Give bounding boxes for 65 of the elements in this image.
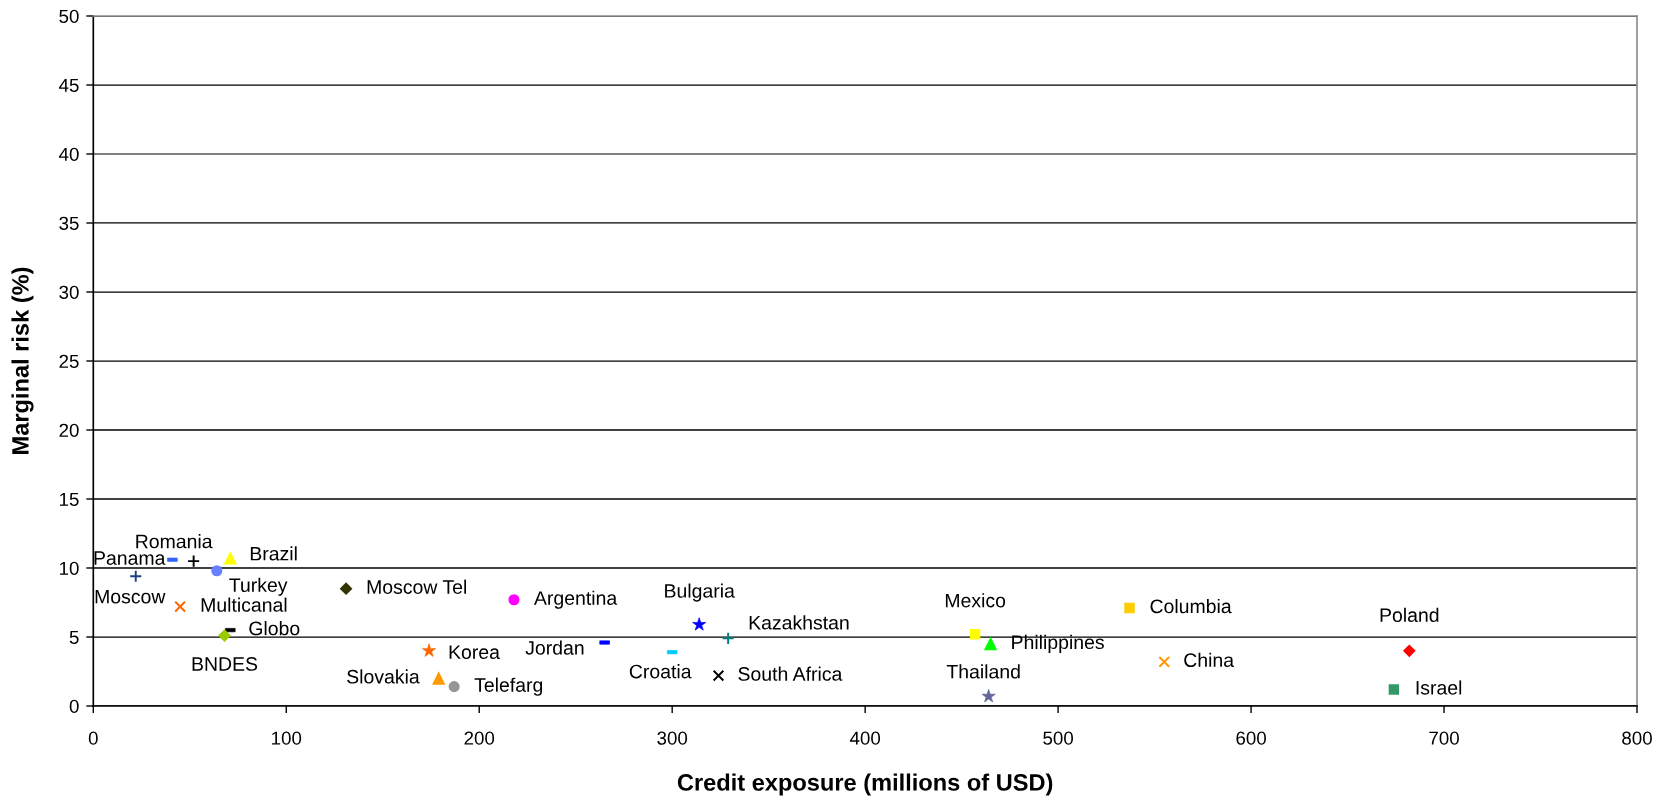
point [1124,602,1135,614]
y-tick-label: 50 [59,9,79,23]
x-tick-label: 600 [1236,731,1266,745]
point [969,629,981,640]
x-tick-label: 100 [272,731,302,745]
x-tick-label: 400 [849,731,881,745]
x-tick-label: 300 [657,731,688,745]
point [1158,656,1171,668]
y-tick-label: 10 [59,561,79,575]
series-label: Moscow [95,589,166,604]
series-label: Globo [249,621,300,636]
series-label: Korea [449,645,500,660]
series-label: Panama [94,551,166,565]
y-tick-label: 5 [69,630,79,644]
y-tick-label: 0 [69,699,79,713]
y-tick-label: 20 [59,423,79,437]
point [1388,684,1400,695]
point [448,681,460,693]
point [174,600,186,613]
x-tick-label: 200 [464,731,495,745]
point [721,631,735,645]
series-label: Kazakhstan [749,615,849,630]
point [187,554,201,568]
point [984,637,997,651]
series-label: Slovakia [347,669,420,684]
y-tick-label: 40 [58,147,79,161]
y-tick-label: 25 [59,354,79,368]
series-label: China [1184,652,1235,668]
series-label: Multicanal [201,597,287,612]
series-label: Turkey [229,577,288,596]
series-label: Croatia [629,664,692,679]
point [508,594,520,606]
point [712,669,725,682]
point [432,672,445,685]
series-label: Philippines [1012,634,1104,653]
point [218,629,231,642]
series-label: South Africa [738,666,843,681]
series-label: Columbia [1150,598,1232,614]
point [129,569,143,583]
x-tick-label: 800 [1622,731,1652,745]
y-tick-label: 35 [59,216,79,230]
y-tick-label: 45 [58,78,79,92]
series-label: Israel [1416,680,1462,695]
series-label: Moscow Tel [367,579,466,594]
y-tick-label: 30 [59,285,79,299]
series-label: Romania [136,534,213,549]
y-tick-label: 15 [59,492,79,506]
series-label: Argentina [534,590,618,609]
y-axis-title: Marginal risk (%) [11,267,34,454]
point [1403,644,1416,657]
series-label: Telefarg [474,677,543,696]
series-label: Thailand [946,664,1020,679]
point [211,565,223,577]
series-label: Mexico [945,593,1006,608]
series-label: Brazil [250,546,297,561]
series-label: Jordan [525,640,584,655]
x-tick-label: 500 [1043,731,1074,745]
point [339,582,353,595]
x-axis-title: Credit exposure (millions of USD) [677,773,1053,796]
series-label: BNDES [192,657,258,671]
point [224,552,237,565]
x-tick-label: 700 [1429,731,1459,745]
series-label: Poland [1380,607,1439,623]
series-label: Bulgaria [665,583,735,602]
x-tick-label: 0 [88,731,98,745]
